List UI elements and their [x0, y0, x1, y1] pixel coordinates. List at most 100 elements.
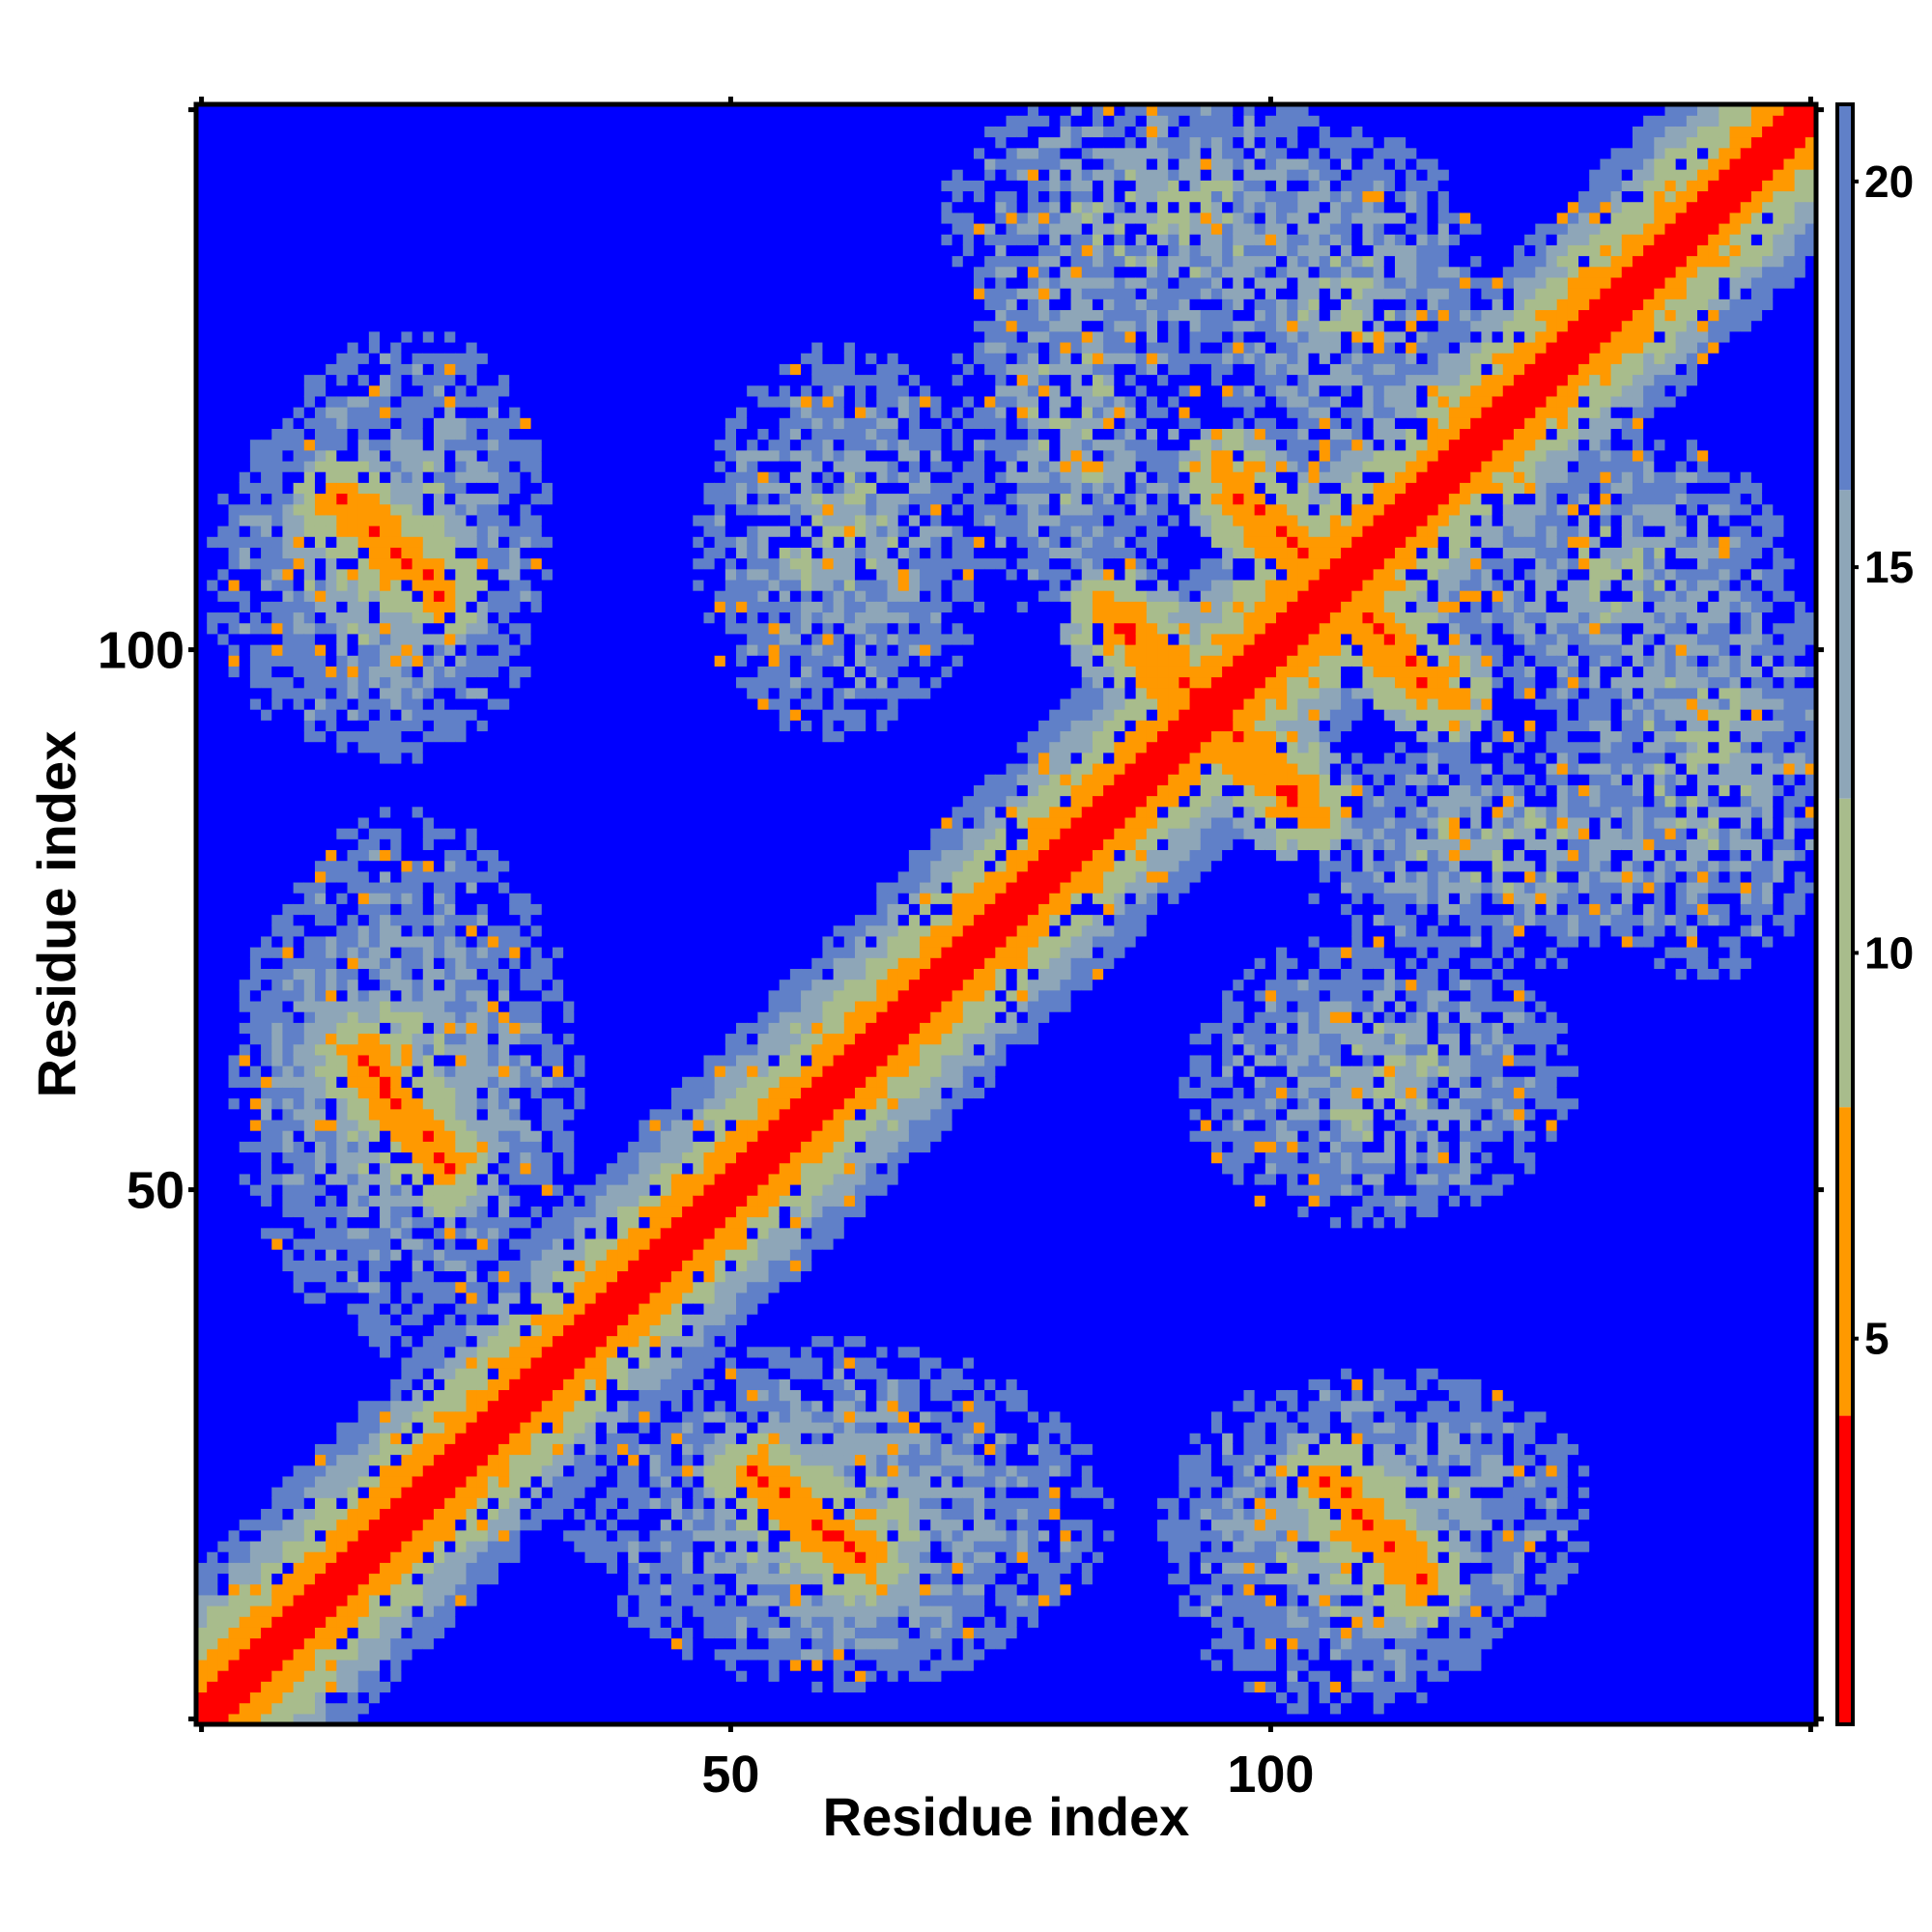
heatmap-cell	[455, 1173, 468, 1185]
heatmap-cell	[412, 536, 424, 548]
heatmap-cell	[303, 1054, 316, 1066]
heatmap-cell	[271, 1292, 284, 1304]
heatmap-cell	[261, 1529, 272, 1542]
heatmap-cell	[357, 893, 370, 904]
heatmap-cell	[303, 1314, 316, 1325]
heatmap-cell	[271, 482, 284, 495]
heatmap-cell	[249, 947, 262, 958]
heatmap-cell	[249, 298, 262, 311]
heatmap-cell	[293, 234, 305, 245]
heatmap-cell	[196, 1000, 208, 1012]
heatmap-cell	[368, 1237, 381, 1250]
heatmap-cell	[466, 828, 478, 839]
heatmap-cell	[347, 579, 359, 591]
heatmap-cell	[476, 1314, 489, 1325]
heatmap-cell	[390, 774, 403, 785]
heatmap-cell	[433, 1043, 445, 1056]
heatmap-cell	[466, 255, 478, 268]
heatmap-cell	[520, 136, 532, 149]
heatmap-cell	[444, 622, 456, 635]
heatmap-cell	[293, 806, 305, 818]
heatmap-cell	[347, 741, 359, 753]
heatmap-cell	[347, 655, 359, 667]
heatmap-cell	[380, 568, 391, 581]
heatmap-cell	[336, 1691, 349, 1704]
heatmap-cell	[196, 136, 208, 149]
heatmap-cell	[401, 655, 413, 667]
heatmap-cell	[336, 1281, 349, 1293]
heatmap-cell	[476, 407, 489, 418]
heatmap-cell	[520, 1562, 532, 1575]
heatmap-cell	[433, 1000, 445, 1012]
heatmap-cell	[368, 849, 381, 862]
heatmap-cell	[422, 1184, 435, 1196]
heatmap-cell	[217, 1648, 230, 1661]
heatmap-cell	[487, 1605, 499, 1617]
heatmap-cell	[466, 1368, 478, 1379]
heatmap-cell	[541, 493, 554, 505]
heatmap-cell	[228, 1151, 241, 1164]
heatmap-cell	[476, 1497, 489, 1509]
heatmap-cell	[249, 1583, 262, 1596]
heatmap-cell	[207, 838, 218, 851]
heatmap-cell	[476, 1583, 489, 1596]
heatmap-cell	[412, 276, 424, 289]
heatmap-cell	[282, 601, 295, 613]
heatmap-cell	[466, 190, 478, 203]
heatmap-cell	[357, 222, 370, 235]
heatmap-cell	[444, 1443, 456, 1456]
heatmap-cell	[444, 255, 456, 268]
heatmap-cell	[520, 1054, 532, 1066]
heatmap-cell	[326, 212, 337, 224]
heatmap-cell	[368, 730, 381, 743]
heatmap-cell	[520, 774, 532, 785]
heatmap-cell	[541, 1648, 554, 1661]
heatmap-cell	[530, 1421, 543, 1434]
heatmap-cell	[422, 1410, 435, 1423]
heatmap-cell	[380, 1573, 391, 1585]
heatmap-cell	[347, 1670, 359, 1682]
heatmap-cell	[239, 1368, 251, 1379]
heatmap-cell	[314, 1529, 327, 1542]
heatmap-cell	[390, 893, 403, 904]
heatmap-cell	[530, 1443, 543, 1456]
heatmap-cell	[487, 320, 499, 332]
heatmap-cell	[380, 536, 391, 548]
heatmap-cell	[476, 709, 489, 721]
heatmap-cell	[196, 720, 208, 732]
heatmap-cell	[271, 697, 284, 710]
heatmap-cell	[476, 309, 489, 322]
heatmap-cell	[412, 1487, 424, 1498]
heatmap-cell	[196, 1475, 208, 1488]
heatmap-cell	[271, 1302, 284, 1315]
heatmap-cell	[541, 439, 554, 451]
heatmap-cell	[217, 363, 230, 376]
heatmap-cell	[401, 428, 413, 440]
heatmap-cell	[368, 795, 381, 808]
heatmap-cell	[401, 341, 413, 354]
heatmap-cell	[293, 1281, 305, 1293]
heatmap-cell	[357, 493, 370, 505]
heatmap-cell	[239, 1022, 251, 1035]
heatmap-cell	[422, 687, 435, 699]
heatmap-cell	[509, 1410, 521, 1423]
heatmap-cell	[271, 1702, 284, 1715]
heatmap-cell	[509, 979, 521, 991]
heatmap-cell	[228, 1292, 241, 1304]
heatmap-cell	[326, 493, 337, 505]
heatmap-cell	[249, 1076, 262, 1088]
heatmap-cell	[282, 1130, 295, 1142]
heatmap-cell	[530, 557, 543, 570]
heatmap-cell	[228, 697, 241, 710]
heatmap-cell	[530, 104, 543, 116]
heatmap-cell	[541, 1551, 554, 1563]
heatmap-cell	[293, 762, 305, 775]
heatmap-cell	[239, 557, 251, 570]
heatmap-cell	[530, 687, 543, 699]
heatmap-cell	[444, 1108, 456, 1121]
heatmap-cell	[444, 795, 456, 808]
heatmap-cell	[444, 1475, 456, 1488]
heatmap-cell	[282, 428, 295, 440]
heatmap-cell	[271, 536, 284, 548]
heatmap-cell	[239, 1237, 251, 1250]
